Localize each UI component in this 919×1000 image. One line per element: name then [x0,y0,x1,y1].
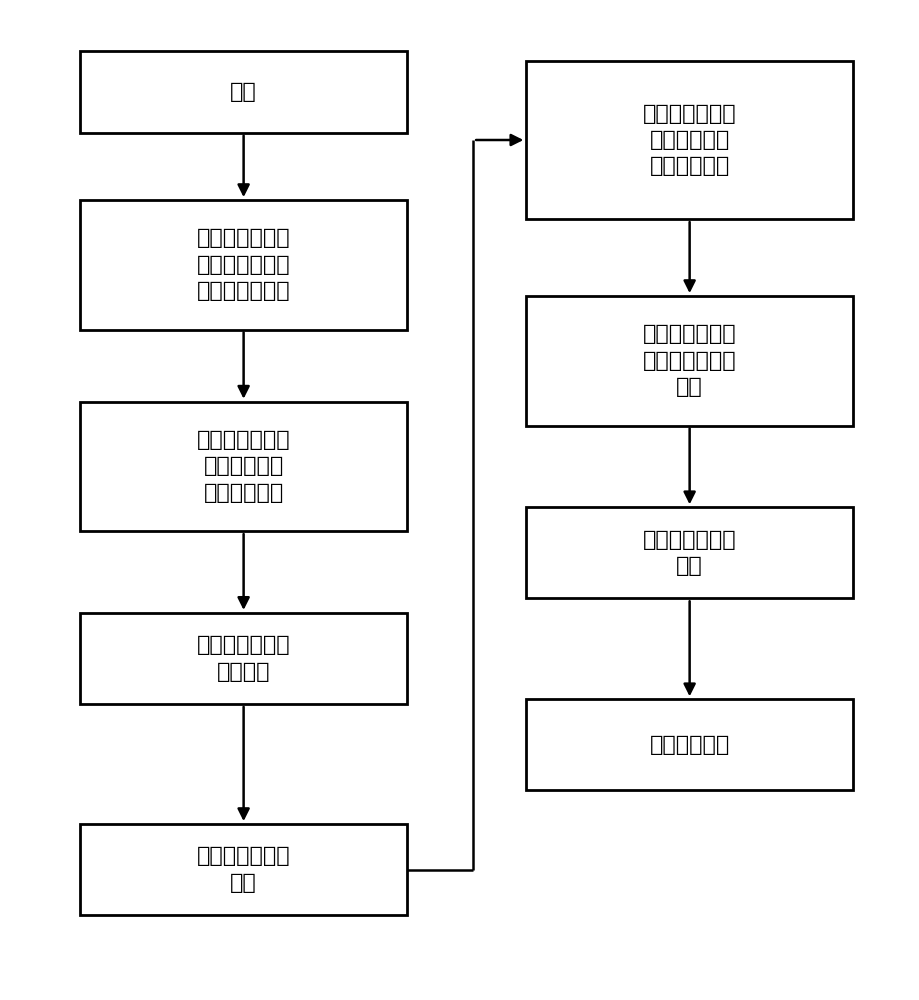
Text: 标定相机内参和
相机与机器人坐
标系的转换关系: 标定相机内参和 相机与机器人坐 标系的转换关系 [197,228,290,301]
Bar [80,402,406,531]
Text: 完成插销工作: 完成插销工作 [649,735,729,755]
Text: 识别圆孔圆心和
半径，计算相对
误差: 识别圆孔圆心和 半径，计算相对 误差 [642,324,735,397]
Bar [80,824,406,915]
Text: 确定目标特征模
板，移动机械
臂，采集图像: 确定目标特征模 板，移动机械 臂，采集图像 [197,430,290,503]
Bar [80,613,406,704]
Bar [80,51,406,133]
Text: 标注销孔标准位
置，移动机械
臂，采集图像: 标注销孔标准位 置，移动机械 臂，采集图像 [642,104,735,176]
Text: 移动机械臂减小
误差: 移动机械臂减小 误差 [642,530,735,576]
Text: 开始: 开始 [230,82,256,102]
Text: 调整定位销空间
姿态: 调整定位销空间 姿态 [197,846,290,893]
Bar [80,200,406,330]
Text: 识别零件，计算
空间位姿: 识别零件，计算 空间位姿 [197,635,290,682]
Bar [526,507,852,598]
Bar [526,296,852,426]
Bar [526,61,852,219]
Bar [526,699,852,790]
